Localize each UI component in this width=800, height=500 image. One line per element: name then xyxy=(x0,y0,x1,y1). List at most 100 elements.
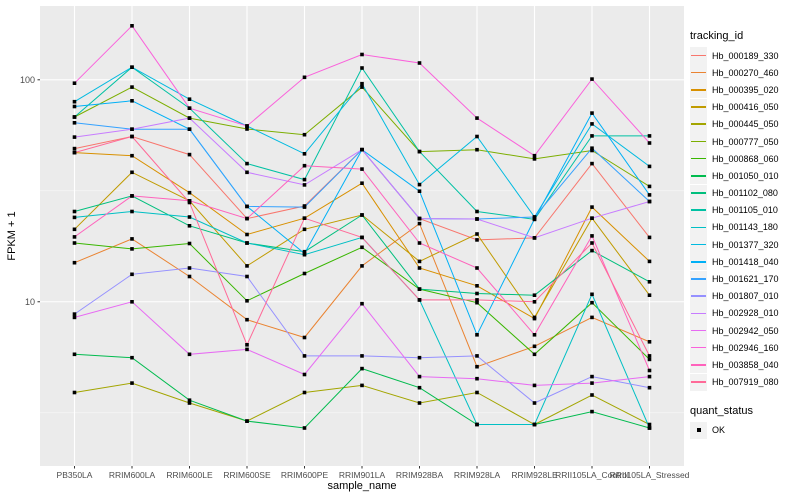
series-points xyxy=(72,24,652,430)
legend-key-color-line xyxy=(691,278,706,280)
data-point xyxy=(590,241,594,245)
data-point xyxy=(72,312,77,316)
data-point xyxy=(245,124,249,128)
data-point xyxy=(590,77,594,81)
data-point xyxy=(360,213,364,217)
legend-key-line-icon xyxy=(690,339,707,357)
legend-key-color-line xyxy=(691,295,706,297)
legend-key-line-icon xyxy=(690,373,707,391)
data-point xyxy=(245,274,249,279)
legend-key-color-line xyxy=(691,89,706,91)
data-point xyxy=(302,75,307,80)
legend-item: Hb_000395_020 xyxy=(690,81,798,99)
data-point xyxy=(647,280,652,284)
x-tick-label: RRII105LA_Control xyxy=(555,470,629,480)
legend-item: Hb_002946_160 xyxy=(690,339,798,357)
data-point xyxy=(532,293,537,297)
data-point xyxy=(245,317,249,322)
data-point xyxy=(302,227,307,232)
legend-item-label: Hb_000445_050 xyxy=(712,119,779,130)
data-point xyxy=(72,315,77,320)
data-point xyxy=(187,116,192,120)
data-point xyxy=(475,266,479,270)
data-point xyxy=(590,205,594,209)
data-point xyxy=(647,340,652,344)
legend-key-line-icon xyxy=(690,64,707,82)
legend-item: Hb_001102_080 xyxy=(690,184,798,202)
data-point xyxy=(417,149,422,154)
square-point-icon xyxy=(696,428,701,433)
data-point xyxy=(187,241,192,246)
legend-title-tracking-id: tracking_id xyxy=(690,30,744,42)
x-tick-label: RRIM600LA xyxy=(109,470,156,480)
legend-key-line-icon xyxy=(690,356,707,374)
data-point xyxy=(647,422,652,427)
legend-item-label: Hb_001050_010 xyxy=(712,170,779,181)
data-point xyxy=(532,217,537,221)
x-tick-label: RRIM928BA xyxy=(396,470,444,480)
legend-key-line-icon xyxy=(690,270,707,288)
data-point xyxy=(590,111,594,115)
data-point xyxy=(130,85,134,89)
data-point xyxy=(302,251,307,256)
x-tick-label: RRIM600SE xyxy=(223,470,271,480)
data-point xyxy=(72,390,77,395)
data-point xyxy=(475,238,479,242)
data-point xyxy=(72,115,77,119)
data-point xyxy=(475,300,479,305)
data-point xyxy=(590,292,594,297)
legend-key-square-icon xyxy=(690,421,707,439)
legend-key-line-icon xyxy=(690,81,707,99)
data-point xyxy=(532,153,537,158)
legend-key-color-line xyxy=(691,123,706,126)
data-point xyxy=(72,209,77,214)
data-point xyxy=(360,147,364,152)
data-point xyxy=(302,205,307,209)
data-point xyxy=(130,300,134,304)
data-point xyxy=(130,355,134,360)
legend: tracking_id Hb_000189_330 Hb_000270_460 Hb… xyxy=(690,30,798,439)
data-point xyxy=(245,204,249,209)
legend-item: Hb_001621_170 xyxy=(690,270,798,288)
data-point xyxy=(475,147,479,152)
data-point xyxy=(417,216,422,221)
data-point xyxy=(647,357,652,362)
data-point xyxy=(72,121,77,125)
data-point xyxy=(187,200,192,205)
data-point xyxy=(245,161,249,166)
data-point xyxy=(360,181,364,185)
legend-key-color-line xyxy=(691,364,706,366)
data-point xyxy=(245,264,249,268)
data-point xyxy=(590,134,594,138)
legend-item: Hb_001143_180 xyxy=(690,218,798,236)
legend-item-label: Hb_002942_050 xyxy=(712,325,779,336)
legend-key-line-icon xyxy=(690,47,707,65)
legend-key-line-icon xyxy=(690,287,707,305)
data-point xyxy=(532,383,537,388)
data-point xyxy=(72,146,77,151)
data-point xyxy=(187,215,192,219)
data-point xyxy=(475,217,479,221)
data-point xyxy=(647,426,652,430)
data-point xyxy=(417,266,422,270)
data-point xyxy=(302,132,307,137)
data-point xyxy=(302,354,307,358)
data-point xyxy=(72,352,77,357)
data-point xyxy=(475,116,479,120)
legend-item-label: Hb_001143_180 xyxy=(712,222,778,233)
data-point xyxy=(475,422,479,427)
data-point xyxy=(245,241,249,245)
data-point xyxy=(302,183,307,187)
data-point xyxy=(590,216,594,220)
legend-key-color-line xyxy=(691,106,706,108)
legend-item: Hb_002928_010 xyxy=(690,304,798,322)
legend-item: Hb_000868_060 xyxy=(690,150,798,168)
data-point xyxy=(360,85,364,89)
legend-item: Hb_001807_010 xyxy=(690,287,798,305)
data-point xyxy=(475,364,479,369)
data-point xyxy=(360,245,364,250)
y-tick-label: 100 xyxy=(20,75,35,85)
data-point xyxy=(360,66,364,70)
legend-key-line-icon xyxy=(690,115,707,133)
